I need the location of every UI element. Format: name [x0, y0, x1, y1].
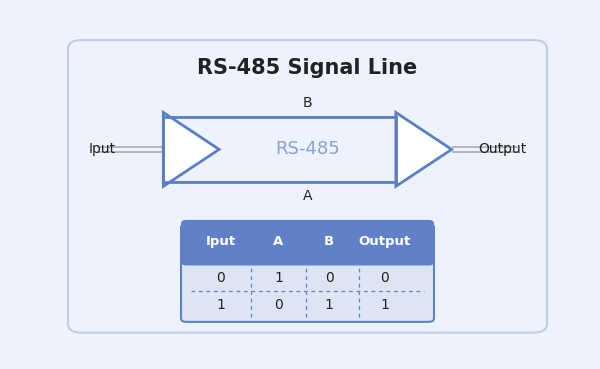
FancyBboxPatch shape: [181, 220, 434, 266]
FancyBboxPatch shape: [68, 40, 547, 333]
Polygon shape: [163, 113, 219, 186]
Text: 0: 0: [216, 271, 225, 285]
Text: 1: 1: [274, 271, 283, 285]
Text: A: A: [274, 235, 284, 248]
Text: B: B: [324, 235, 334, 248]
FancyBboxPatch shape: [181, 224, 434, 322]
Text: 0: 0: [380, 271, 389, 285]
Polygon shape: [396, 113, 452, 186]
Text: Iput: Iput: [205, 235, 236, 248]
Text: 0: 0: [325, 271, 334, 285]
Text: Iput: Iput: [89, 142, 116, 156]
Text: Output: Output: [359, 235, 411, 248]
Text: 1: 1: [325, 298, 334, 312]
Text: RS-485 Signal Line: RS-485 Signal Line: [197, 58, 418, 79]
Bar: [187, 248, 428, 262]
Text: Output: Output: [478, 142, 526, 156]
Text: RS-485: RS-485: [275, 141, 340, 158]
Text: 1: 1: [380, 298, 389, 312]
Text: 0: 0: [274, 298, 283, 312]
Text: 1: 1: [216, 298, 225, 312]
Text: B: B: [302, 96, 313, 110]
Text: A: A: [303, 189, 312, 203]
